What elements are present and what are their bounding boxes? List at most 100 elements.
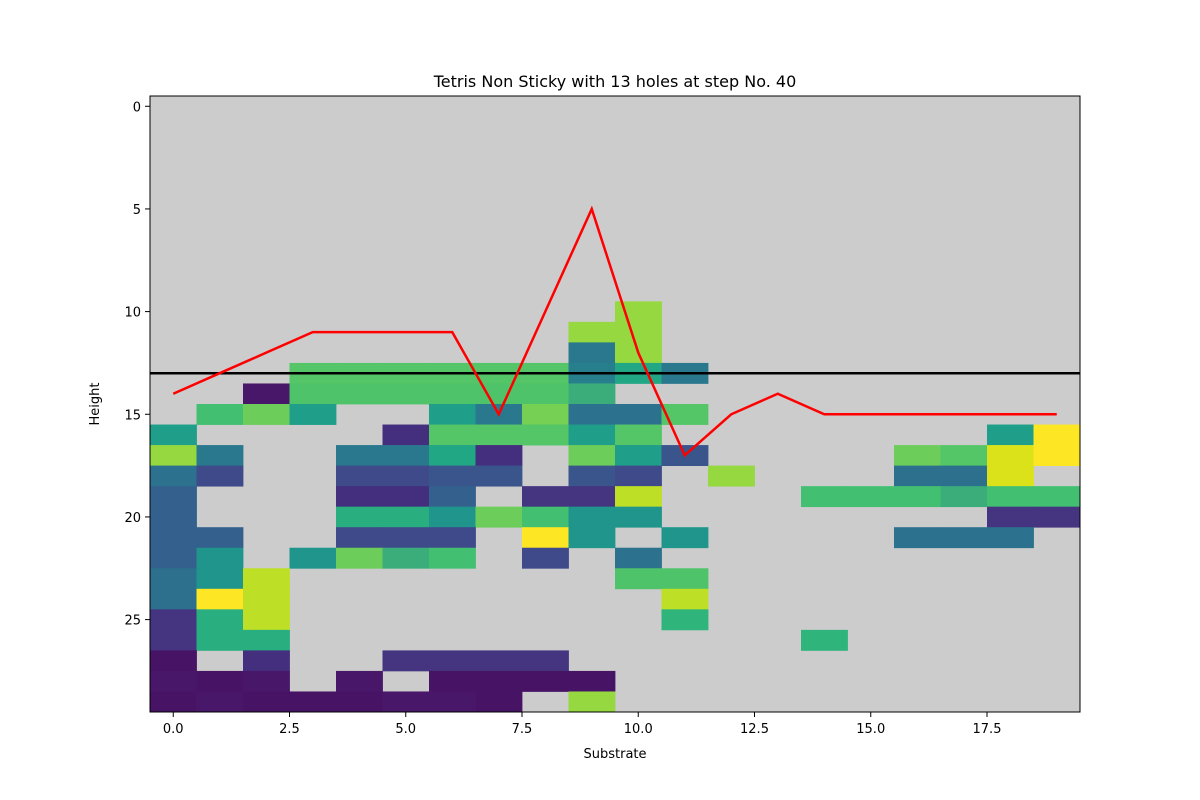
heatmap-cell	[568, 506, 616, 528]
heatmap-cell	[522, 383, 569, 405]
heatmap-cell	[196, 670, 244, 692]
heatmap-cell	[661, 588, 709, 610]
heatmap-cell	[150, 650, 197, 672]
heatmap-cell	[429, 506, 476, 528]
heatmap-cell	[382, 506, 430, 528]
y-tick-label: 0	[133, 100, 141, 115]
heatmap-cell	[429, 424, 476, 446]
heatmap-cell	[475, 465, 523, 487]
heatmap-cell	[243, 670, 290, 692]
heatmap-cell	[522, 404, 569, 425]
heatmap-cell	[708, 465, 755, 487]
heatmap-cell	[940, 527, 988, 549]
heatmap-cell	[661, 527, 709, 549]
heatmap-cell	[243, 691, 290, 713]
heatmap-cell	[987, 424, 1034, 446]
x-tick-label: 7.5	[512, 722, 533, 737]
heatmap-cell	[150, 691, 197, 713]
heatmap-cell	[150, 547, 197, 569]
heatmap-cell	[382, 486, 430, 508]
heatmap-cell	[429, 383, 476, 405]
heatmap-cell	[987, 506, 1034, 528]
x-axis-label: Substrate	[583, 747, 646, 762]
x-tick-label: 10.0	[624, 722, 653, 737]
heatmap-cell	[522, 486, 569, 508]
heatmap-cell	[382, 465, 430, 487]
heatmap-cell	[429, 527, 476, 549]
heatmap-cell	[429, 486, 476, 508]
heatmap-cell	[987, 527, 1034, 549]
heatmap-cell	[1033, 445, 1081, 466]
y-tick-label: 5	[133, 203, 141, 218]
heatmap-cell	[150, 506, 197, 528]
y-tick-label: 10	[124, 306, 141, 321]
heatmap-cell	[522, 506, 569, 528]
heatmap-cell	[987, 465, 1034, 487]
heatmap-cell	[522, 670, 569, 692]
chart-title: Tetris Non Sticky with 13 holes at step …	[433, 72, 797, 91]
heatmap-cell	[289, 691, 337, 713]
heatmap-cell	[382, 650, 430, 672]
heatmap-cell	[1033, 424, 1081, 446]
heatmap-cell	[940, 486, 988, 508]
heatmap-cell	[196, 568, 244, 590]
heatmap-cell	[196, 691, 244, 713]
y-axis-label: Height	[88, 383, 103, 426]
heatmap-cell	[336, 486, 383, 508]
x-tick-label: 12.5	[740, 722, 769, 737]
heatmap-cell	[150, 670, 197, 692]
heatmap-cell	[150, 527, 197, 549]
heatmap-cell	[429, 445, 476, 466]
heatmap-cell	[568, 486, 616, 508]
heatmap-cell	[801, 629, 848, 651]
heatmap-cell	[429, 670, 476, 692]
plot-area	[149, 95, 1081, 713]
heatmap-cell	[987, 486, 1034, 508]
heatmap-cell	[615, 445, 662, 466]
heatmap-cell	[150, 424, 197, 446]
heatmap-cell	[429, 404, 476, 425]
heatmap-cell	[196, 609, 244, 631]
heatmap-cell	[568, 445, 616, 466]
heatmap-cell	[196, 527, 244, 549]
heatmap-cell	[615, 568, 662, 590]
heatmap-cell	[382, 691, 430, 713]
heatmap-cell	[522, 650, 569, 672]
heatmap-cell	[568, 321, 616, 343]
heatmap-cell	[940, 465, 988, 487]
heatmap-cell	[661, 404, 709, 425]
heatmap-cell	[336, 445, 383, 466]
heatmap-cell	[336, 527, 383, 549]
heatmap-cell	[429, 547, 476, 569]
heatmap-cell	[568, 342, 616, 364]
height-profile-line	[172, 205, 1057, 458]
heatmap-cell	[568, 404, 616, 425]
heatmap-cell	[661, 568, 709, 590]
heatmap-cell	[475, 445, 523, 466]
heatmap-cell	[940, 445, 988, 466]
x-tick-label: 17.5	[973, 722, 1002, 737]
heatmap-cell	[1033, 506, 1081, 528]
heatmap-cell	[522, 527, 569, 549]
heatmap-cell	[661, 609, 709, 631]
heatmap-cell	[243, 650, 290, 672]
heatmap-cell	[615, 547, 662, 569]
heatmap-cell	[150, 588, 197, 610]
heatmap-cell	[382, 445, 430, 466]
heatmap-cell	[568, 424, 616, 446]
heatmap-cell	[568, 383, 616, 405]
heatmap-cell	[150, 609, 197, 631]
heatmap-cell	[243, 404, 290, 425]
x-tick-label: 15.0	[856, 722, 885, 737]
heatmap-cell	[522, 547, 569, 569]
heatmap-cell	[150, 445, 197, 466]
heatmap-cell	[336, 547, 383, 569]
heatmap-cell	[429, 691, 476, 713]
heatmap-cell	[196, 465, 244, 487]
heatmap-cell	[568, 691, 616, 713]
heatmap-cell	[243, 568, 290, 590]
heatmap-cell	[615, 424, 662, 446]
heatmap-cell	[336, 465, 383, 487]
x-tick-label: 2.5	[279, 722, 300, 737]
